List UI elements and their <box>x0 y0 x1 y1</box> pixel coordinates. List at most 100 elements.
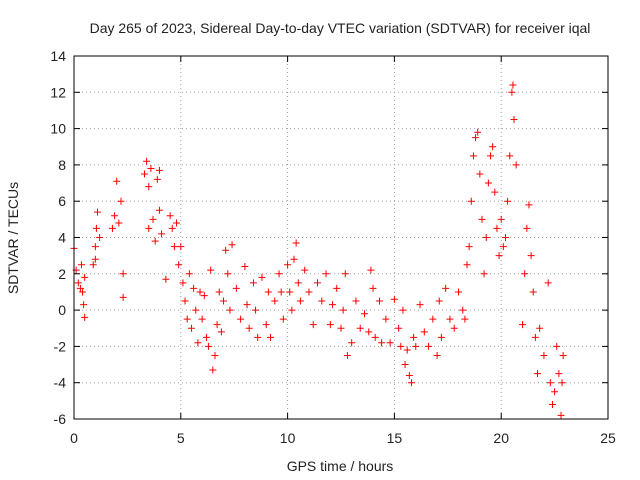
data-point <box>111 212 119 220</box>
data-point <box>198 315 206 323</box>
data-point <box>220 297 228 305</box>
data-point <box>292 239 300 247</box>
data-point <box>81 273 89 281</box>
data-point <box>399 306 407 314</box>
data-point <box>194 339 202 347</box>
data-point <box>93 208 101 216</box>
data-point <box>499 243 507 251</box>
data-point <box>245 324 253 332</box>
data-point <box>410 333 418 341</box>
x-tick-label: 10 <box>280 430 296 446</box>
data-point <box>79 288 87 296</box>
data-point <box>294 279 302 287</box>
data-point <box>190 284 198 292</box>
data-point <box>117 197 125 205</box>
data-point <box>318 297 326 305</box>
data-point <box>113 177 121 185</box>
data-point <box>407 379 415 387</box>
data-point <box>484 179 492 187</box>
data-point <box>153 175 161 183</box>
data-point <box>463 261 471 269</box>
data-point <box>175 261 183 269</box>
data-point <box>510 116 518 124</box>
data-point <box>557 411 565 419</box>
data-point <box>314 279 322 287</box>
data-point <box>91 255 99 263</box>
data-point <box>119 270 127 278</box>
x-tick-label: 15 <box>387 430 403 446</box>
data-point <box>228 241 236 249</box>
data-point <box>429 315 437 323</box>
data-point <box>360 310 368 318</box>
data-point <box>390 295 398 303</box>
data-point <box>339 306 347 314</box>
data-point <box>348 339 356 347</box>
data-point <box>222 246 230 254</box>
data-point <box>386 339 394 347</box>
data-point <box>279 315 287 323</box>
data-point <box>482 234 490 241</box>
data-point <box>145 224 153 232</box>
data-point <box>459 306 467 314</box>
data-point <box>200 292 208 300</box>
data-point <box>254 333 262 341</box>
data-point <box>446 315 454 323</box>
data-point <box>435 297 443 305</box>
data-point <box>81 313 89 321</box>
data-point <box>378 339 386 347</box>
data-point <box>465 243 473 251</box>
data-point <box>412 342 420 350</box>
data-point <box>211 351 219 359</box>
data-point <box>401 361 409 369</box>
data-point <box>243 301 251 309</box>
data-point <box>469 152 477 160</box>
data-point <box>181 297 189 305</box>
data-point <box>168 224 176 232</box>
data-point <box>155 206 163 214</box>
data-point <box>450 324 458 332</box>
data-point <box>371 333 379 341</box>
data-point <box>529 288 537 296</box>
y-tick-label: 0 <box>58 302 66 318</box>
data-point <box>416 301 424 309</box>
data-point <box>183 315 191 323</box>
data-point <box>497 215 505 223</box>
data-point <box>264 288 272 296</box>
data-point <box>249 279 257 287</box>
data-point <box>352 297 360 305</box>
data-point <box>467 197 475 205</box>
data-point <box>454 288 462 296</box>
x-tick-label: 20 <box>493 430 509 446</box>
data-point <box>74 279 82 287</box>
data-points <box>70 81 567 419</box>
y-axis-label: SDTVAR / TECUs <box>5 182 21 294</box>
data-point <box>185 270 193 278</box>
data-point <box>91 243 99 251</box>
data-point <box>213 321 221 329</box>
data-point <box>442 284 450 292</box>
data-point <box>277 288 285 296</box>
y-tick-label: 10 <box>50 121 66 137</box>
data-point <box>162 275 170 283</box>
data-point <box>290 255 298 263</box>
data-point <box>215 288 223 296</box>
data-point <box>544 279 552 287</box>
data-point <box>209 366 217 374</box>
x-tick-labels: 0 5 10 15 20 25 <box>70 430 616 446</box>
data-point <box>420 328 428 336</box>
data-point <box>241 263 249 271</box>
data-point <box>501 234 509 241</box>
data-point <box>395 324 403 332</box>
y-tick-label: -2 <box>54 338 67 354</box>
data-point <box>77 261 85 269</box>
data-point <box>489 143 497 151</box>
data-point <box>173 219 181 227</box>
data-point <box>356 324 364 332</box>
data-point <box>166 212 174 220</box>
data-point <box>226 306 234 314</box>
data-point <box>367 266 375 274</box>
x-tick-label: 5 <box>177 430 185 446</box>
data-point <box>512 161 520 169</box>
data-point <box>519 321 527 329</box>
